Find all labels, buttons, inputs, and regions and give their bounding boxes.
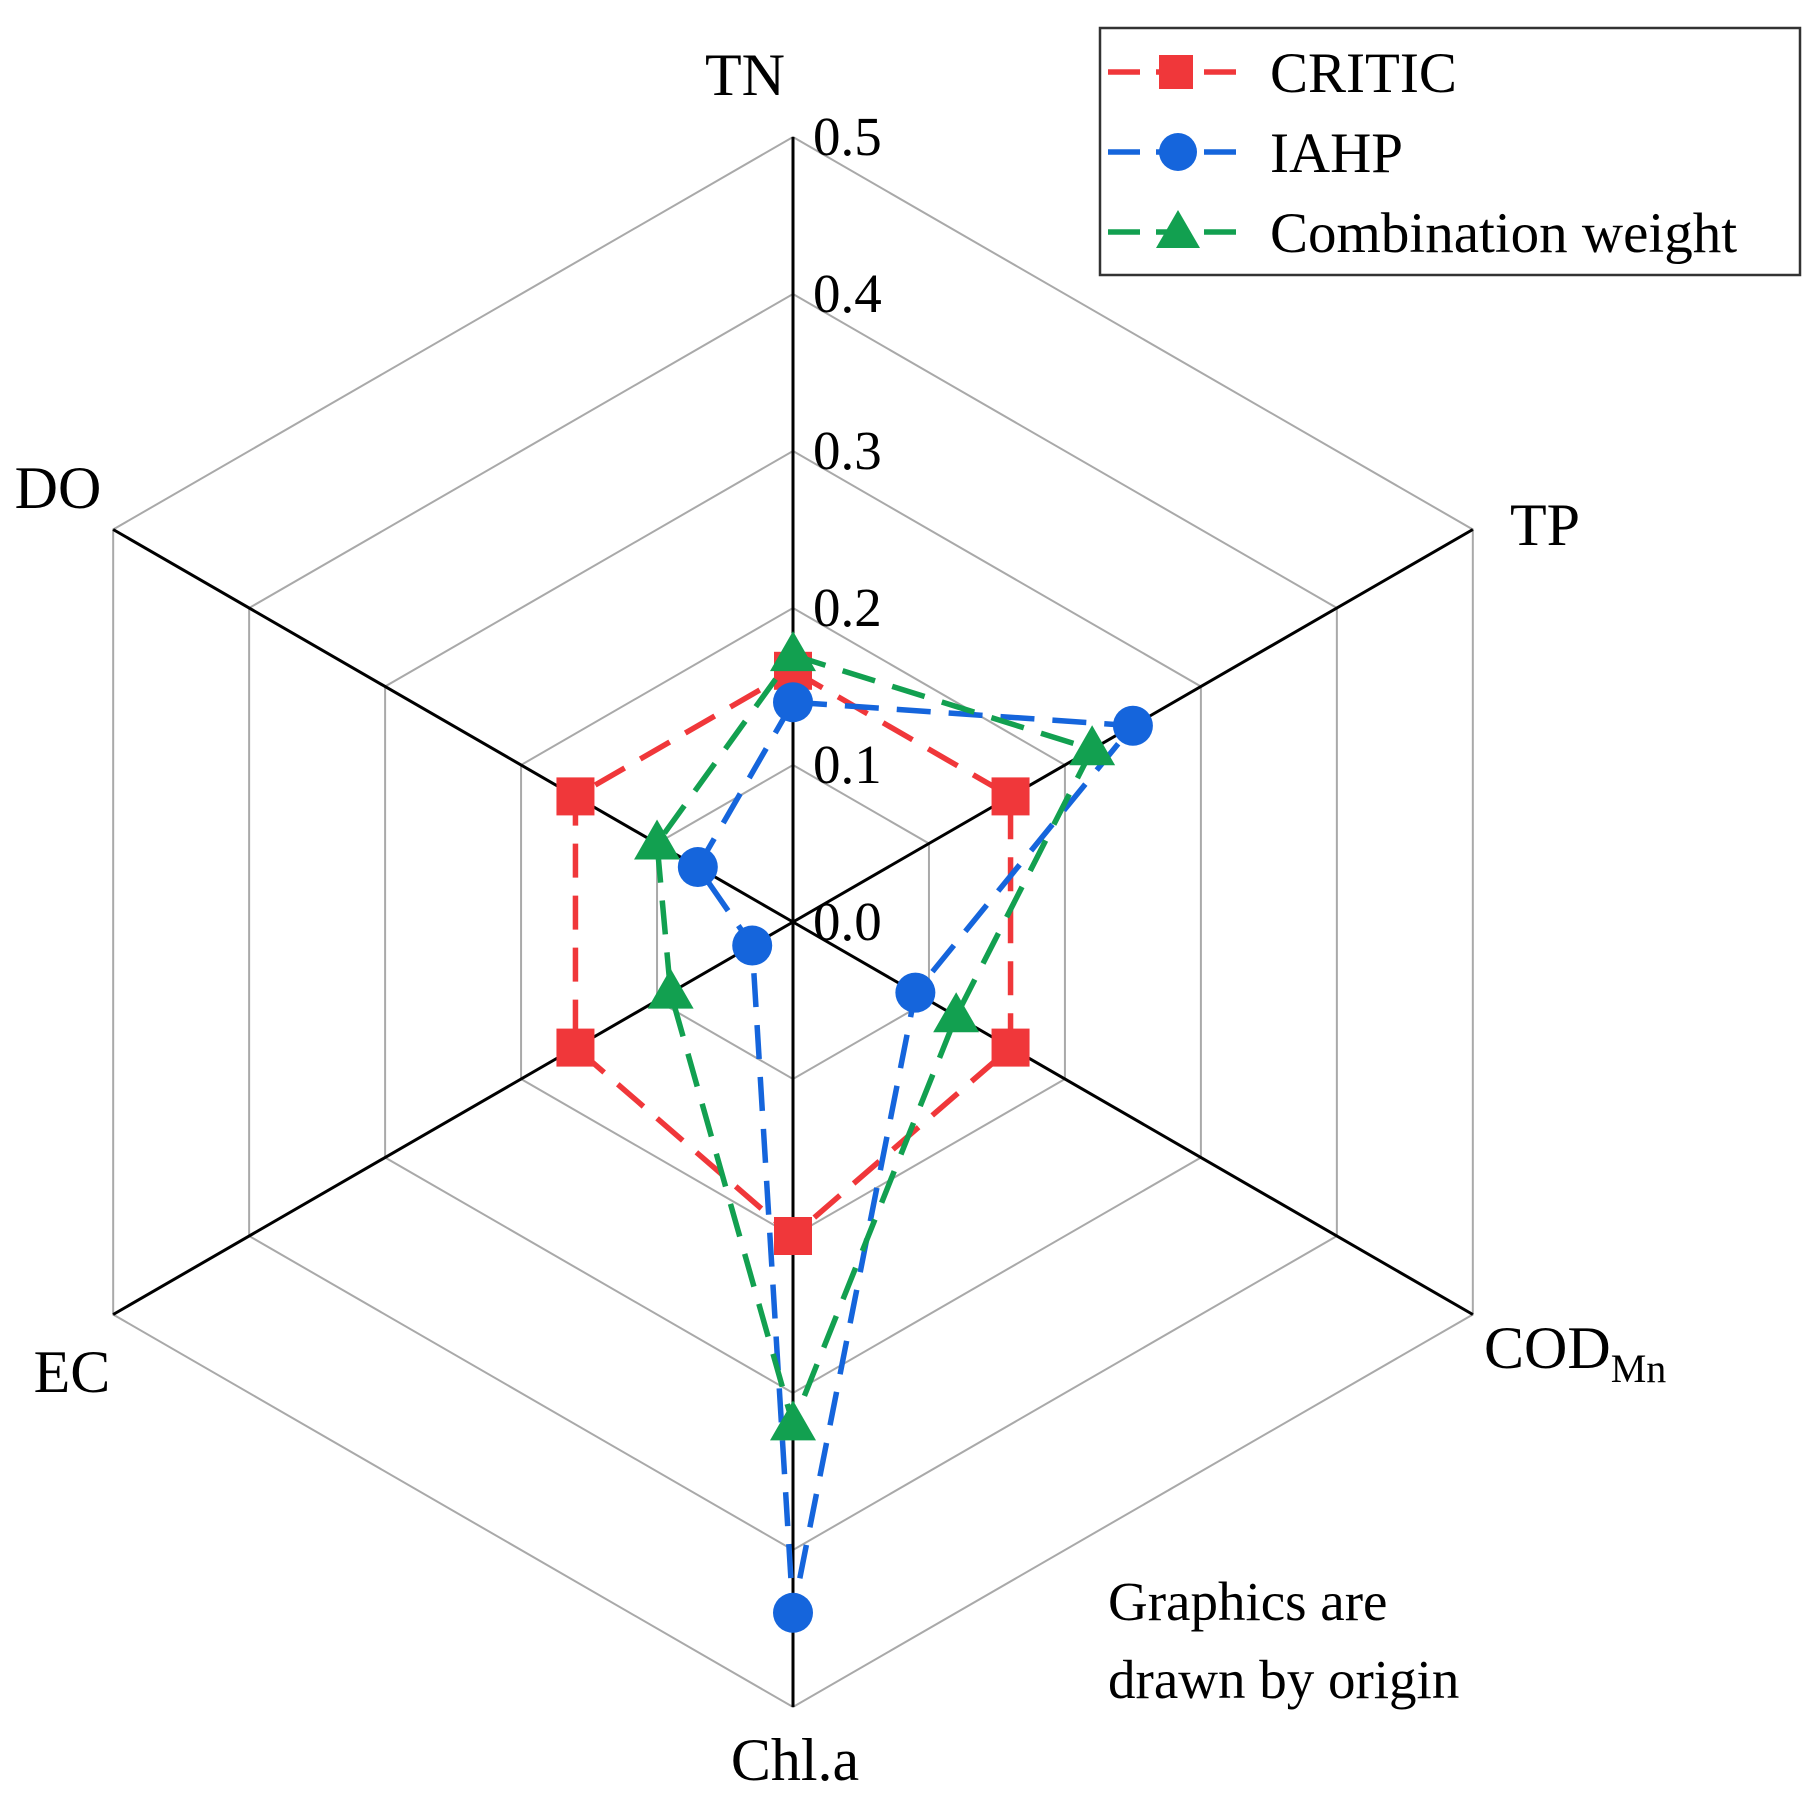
axis-spoke-2 [792,920,1474,1316]
axis-label-ec: EC [34,1339,111,1405]
series-1-point-0 [773,682,813,723]
legend: CRITIC IAHP Combination weight [1098,26,1802,277]
series-2-point-2 [933,992,980,1033]
series [556,631,1153,1633]
tick-label-2: 0.2 [813,577,882,638]
axis-label-chla: Chl.a [731,1727,859,1793]
series-2-point-4 [647,968,694,1009]
series-2 [634,631,1116,1441]
legend-item-iahp: IAHP [1108,122,1403,185]
axis-label-tp: TP [1510,492,1580,558]
series-0-point-4 [556,1028,595,1067]
axis-label-codmn-main: COD [1484,1315,1611,1381]
series-0-point-1 [991,777,1030,816]
axis-spoke-5 [112,528,794,924]
series-0-point-3 [774,1217,812,1255]
series-2-point-3 [770,1400,816,1441]
legend-marker-combination [1156,210,1200,248]
series-1-point-1 [1112,705,1153,746]
legend-item-combination: Combination weight [1108,202,1737,265]
axes [112,137,1474,1707]
axis-spoke-4 [112,920,794,1316]
axis-label-codmn-sub: Mn [1611,1346,1667,1391]
legend-label-combination: Combination weight [1270,202,1737,265]
tick-label-3: 0.3 [813,420,882,481]
legend-label-critic: CRITIC [1270,42,1457,105]
series-1-point-2 [895,972,936,1013]
series-1 [677,682,1153,1633]
tick-labels: 0.0 0.1 0.2 0.3 0.4 0.5 [813,106,882,952]
series-2-point-1 [1069,725,1116,766]
axis-label-do: DO [15,455,102,521]
axis-labels: TN TP CODMn Chl.a EC DO [15,42,1667,1793]
series-2-point-0 [770,631,816,672]
origin-note: Graphics are drawn by origin [1108,1571,1459,1710]
tick-label-4: 0.4 [813,263,882,324]
legend-marker-critic [1159,55,1193,89]
tick-label-1: 0.1 [813,734,882,795]
tick-label-0: 0.0 [813,891,882,952]
series-0-point-2 [991,1028,1030,1067]
series-1-point-4 [732,925,773,966]
series-line-1 [695,699,1136,1616]
axis-label-tn: TN [705,42,785,108]
series-2-point-5 [634,819,681,860]
origin-note-line-2: drawn by origin [1108,1649,1459,1710]
tick-label-5: 0.5 [813,106,882,167]
origin-note-line-1: Graphics are [1108,1571,1387,1632]
series-1-point-5 [677,847,718,888]
legend-item-critic: CRITIC [1108,42,1457,105]
legend-marker-iahp [1159,133,1197,171]
axis-label-codmn: CODMn [1484,1315,1666,1391]
legend-label-iahp: IAHP [1270,122,1403,185]
series-0-point-5 [556,777,595,816]
series-1-point-3 [773,1592,813,1633]
